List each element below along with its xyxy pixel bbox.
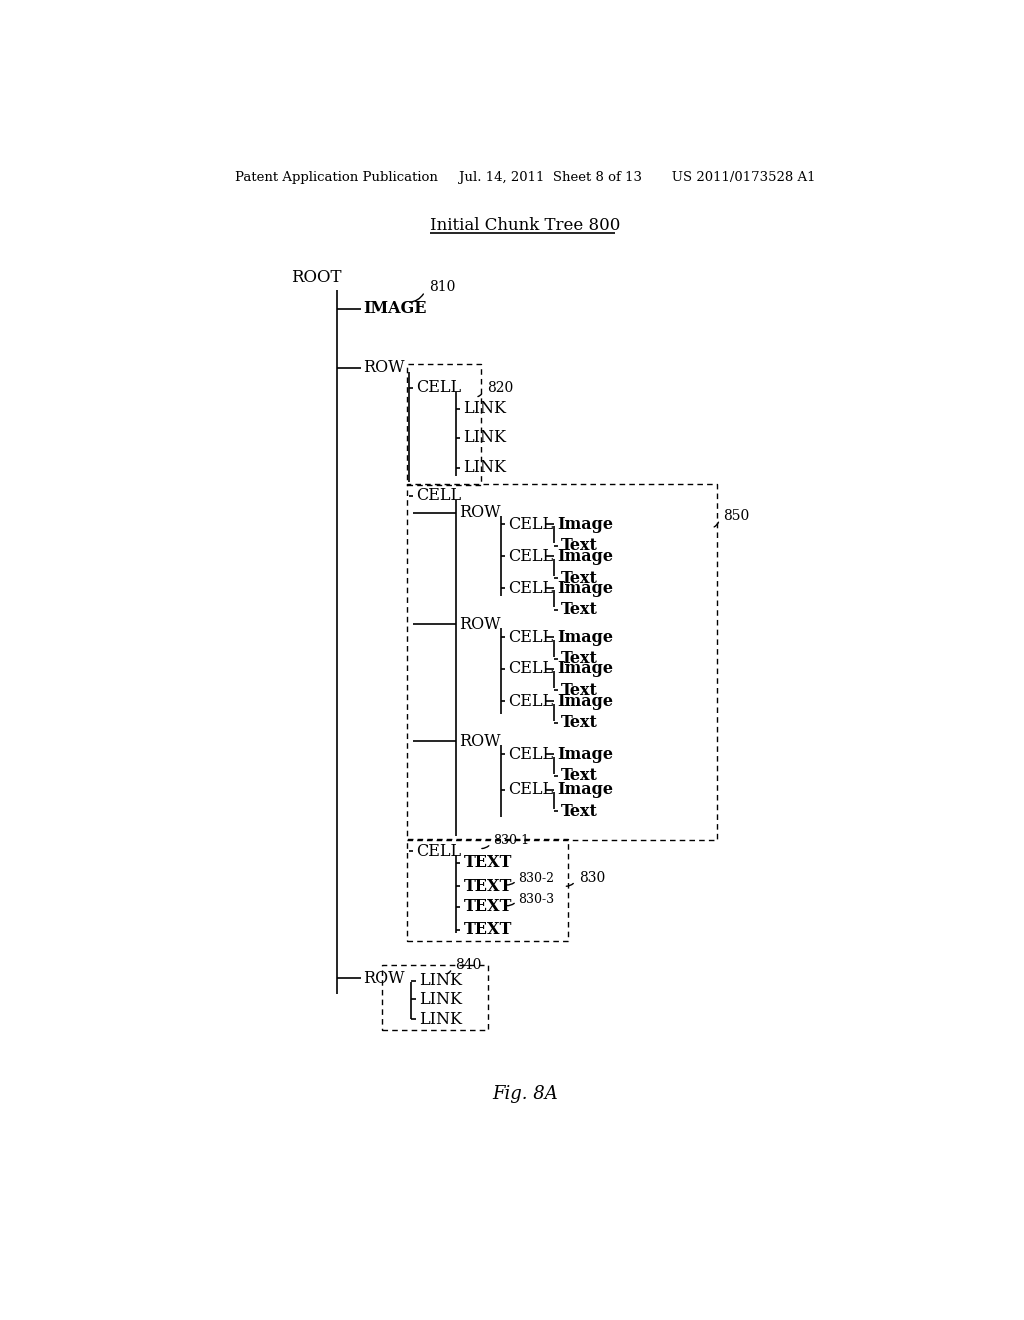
Text: Text: Text (561, 803, 598, 820)
Text: LINK: LINK (419, 1011, 462, 1028)
Text: Image: Image (557, 746, 613, 763)
Text: Image: Image (557, 781, 613, 799)
Text: 810: 810 (429, 280, 455, 294)
Text: TEXT: TEXT (464, 854, 512, 871)
Bar (382, 965, 488, 1030)
Text: CELL: CELL (508, 693, 553, 710)
Text: Image: Image (557, 660, 613, 677)
Text: Text: Text (561, 682, 598, 700)
Text: CELL: CELL (508, 746, 553, 763)
Text: LINK: LINK (464, 459, 507, 477)
Text: LINK: LINK (419, 973, 462, 989)
Text: Image: Image (557, 693, 613, 710)
Text: 830-1: 830-1 (493, 834, 529, 847)
Text: CELL: CELL (508, 628, 553, 645)
Text: 830-2: 830-2 (518, 871, 554, 884)
Text: CELL: CELL (508, 660, 553, 677)
Text: CELL: CELL (417, 379, 462, 396)
Text: ROW: ROW (459, 504, 501, 521)
Text: LINK: LINK (464, 400, 507, 417)
Text: LINK: LINK (419, 991, 462, 1007)
Text: Patent Application Publication     Jul. 14, 2011  Sheet 8 of 13       US 2011/01: Patent Application Publication Jul. 14, … (234, 172, 815, 185)
Text: ROW: ROW (459, 615, 501, 632)
Text: TEXT: TEXT (464, 878, 512, 895)
Bar (407, 840, 568, 941)
Text: ROW: ROW (459, 733, 501, 750)
Text: Image: Image (557, 579, 613, 597)
Text: ROOT: ROOT (291, 269, 341, 286)
Text: 830-3: 830-3 (518, 892, 554, 906)
Text: Image: Image (557, 548, 613, 565)
Text: ROW: ROW (364, 359, 406, 376)
Text: Text: Text (561, 569, 598, 586)
Text: 820: 820 (486, 381, 513, 395)
Text: IMAGE: IMAGE (364, 300, 427, 317)
Text: TEXT: TEXT (464, 899, 512, 915)
Text: TEXT: TEXT (464, 921, 512, 939)
Text: Text: Text (561, 714, 598, 731)
Bar (407, 364, 480, 484)
Text: LINK: LINK (464, 429, 507, 446)
Text: 840: 840 (455, 958, 481, 973)
Text: Text: Text (561, 651, 598, 668)
Bar (407, 484, 717, 840)
Text: Image: Image (557, 516, 613, 533)
Text: CELL: CELL (508, 516, 553, 533)
Text: Text: Text (561, 537, 598, 554)
Text: CELL: CELL (417, 843, 462, 859)
Text: Fig. 8A: Fig. 8A (492, 1085, 558, 1104)
Text: CELL: CELL (508, 579, 553, 597)
Text: ROW: ROW (364, 970, 406, 987)
Text: CELL: CELL (417, 487, 462, 504)
Text: CELL: CELL (508, 781, 553, 799)
Text: Initial Chunk Tree 800: Initial Chunk Tree 800 (430, 216, 620, 234)
Text: Image: Image (557, 628, 613, 645)
Text: Text: Text (561, 601, 598, 618)
Text: CELL: CELL (508, 548, 553, 565)
Text: 850: 850 (723, 508, 750, 523)
Text: 830: 830 (579, 871, 605, 886)
Text: Text: Text (561, 767, 598, 784)
